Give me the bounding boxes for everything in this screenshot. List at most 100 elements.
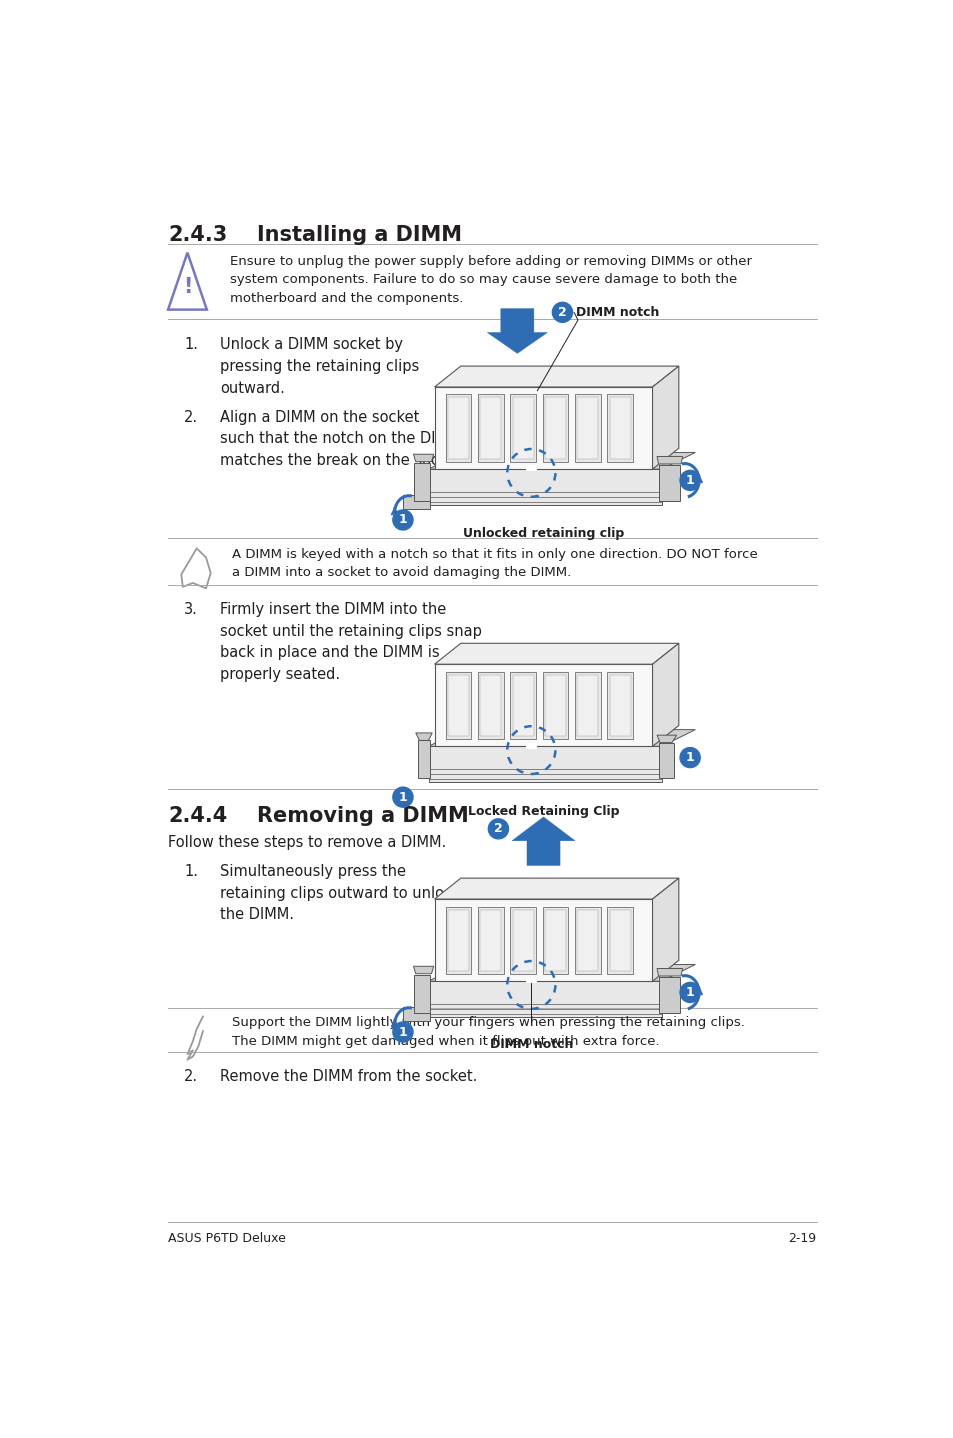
Text: 1.: 1. bbox=[184, 864, 198, 879]
Polygon shape bbox=[658, 466, 679, 502]
Text: 1: 1 bbox=[398, 513, 407, 526]
Polygon shape bbox=[512, 817, 575, 866]
Polygon shape bbox=[402, 1008, 430, 1021]
Polygon shape bbox=[477, 672, 503, 739]
Text: 2: 2 bbox=[558, 306, 566, 319]
Text: Simultaneously press the
retaining clips outward to unlock
the DIMM.: Simultaneously press the retaining clips… bbox=[220, 864, 460, 922]
Polygon shape bbox=[652, 367, 679, 469]
Polygon shape bbox=[428, 965, 695, 981]
Polygon shape bbox=[413, 966, 434, 974]
Text: Align a DIMM on the socket
such that the notch on the DIMM
matches the break on : Align a DIMM on the socket such that the… bbox=[220, 410, 466, 467]
Polygon shape bbox=[510, 906, 536, 974]
Text: Support the DIMM lightly with your fingers when pressing the retaining clips.
Th: Support the DIMM lightly with your finge… bbox=[232, 1017, 743, 1048]
Polygon shape bbox=[445, 906, 471, 974]
Text: Ensure to unplug the power supply before adding or removing DIMMs or other
syste: Ensure to unplug the power supply before… bbox=[230, 255, 751, 305]
Polygon shape bbox=[544, 674, 565, 736]
Polygon shape bbox=[658, 978, 679, 1014]
Polygon shape bbox=[544, 397, 565, 459]
Polygon shape bbox=[445, 672, 471, 739]
Polygon shape bbox=[658, 742, 673, 778]
Polygon shape bbox=[609, 397, 630, 459]
Polygon shape bbox=[413, 454, 434, 462]
Text: 2.4.3: 2.4.3 bbox=[168, 224, 227, 244]
Circle shape bbox=[488, 818, 508, 838]
Text: 2.4.4: 2.4.4 bbox=[168, 805, 227, 825]
Text: DIMM notch: DIMM notch bbox=[576, 306, 659, 319]
Circle shape bbox=[393, 787, 413, 807]
Text: Installing a DIMM: Installing a DIMM bbox=[257, 224, 461, 244]
Polygon shape bbox=[577, 909, 598, 971]
Polygon shape bbox=[416, 733, 432, 741]
Circle shape bbox=[393, 1022, 413, 1043]
Polygon shape bbox=[448, 909, 469, 971]
Polygon shape bbox=[428, 981, 660, 1017]
Polygon shape bbox=[434, 879, 679, 899]
Text: 2-19: 2-19 bbox=[788, 1232, 816, 1245]
Polygon shape bbox=[477, 394, 503, 462]
Text: 2.: 2. bbox=[184, 1068, 198, 1084]
Polygon shape bbox=[428, 469, 660, 505]
Polygon shape bbox=[448, 674, 469, 736]
Polygon shape bbox=[480, 674, 501, 736]
Polygon shape bbox=[575, 906, 600, 974]
Polygon shape bbox=[652, 879, 679, 981]
Polygon shape bbox=[607, 394, 633, 462]
Polygon shape bbox=[512, 397, 533, 459]
Text: 2.: 2. bbox=[184, 410, 198, 424]
Polygon shape bbox=[434, 367, 679, 387]
Text: !: ! bbox=[183, 276, 192, 296]
Polygon shape bbox=[510, 672, 536, 739]
Polygon shape bbox=[414, 975, 430, 1014]
Polygon shape bbox=[402, 495, 430, 509]
Text: A DIMM is keyed with a notch so that it fits in only one direction. DO NOT force: A DIMM is keyed with a notch so that it … bbox=[232, 548, 757, 580]
Polygon shape bbox=[542, 906, 568, 974]
Polygon shape bbox=[512, 909, 533, 971]
Text: ASUS P6TD Deluxe: ASUS P6TD Deluxe bbox=[168, 1232, 286, 1245]
Polygon shape bbox=[609, 674, 630, 736]
Text: 1: 1 bbox=[685, 751, 694, 764]
Polygon shape bbox=[575, 394, 600, 462]
Polygon shape bbox=[575, 672, 600, 739]
Polygon shape bbox=[417, 741, 430, 778]
Text: Locked Retaining Clip: Locked Retaining Clip bbox=[467, 805, 618, 818]
Polygon shape bbox=[577, 397, 598, 459]
Polygon shape bbox=[607, 672, 633, 739]
Polygon shape bbox=[434, 664, 652, 746]
Polygon shape bbox=[525, 978, 536, 984]
Polygon shape bbox=[577, 674, 598, 736]
Text: 1: 1 bbox=[398, 1025, 407, 1038]
Text: Unlock a DIMM socket by
pressing the retaining clips
outward.: Unlock a DIMM socket by pressing the ret… bbox=[220, 338, 418, 395]
Polygon shape bbox=[428, 746, 660, 782]
Polygon shape bbox=[477, 906, 503, 974]
Text: Follow these steps to remove a DIMM.: Follow these steps to remove a DIMM. bbox=[168, 835, 446, 850]
Text: DIMM notch: DIMM notch bbox=[489, 1038, 573, 1051]
Text: Firmly insert the DIMM into the
socket until the retaining clips snap
back in pl: Firmly insert the DIMM into the socket u… bbox=[220, 603, 481, 682]
Circle shape bbox=[393, 510, 413, 531]
Text: 3.: 3. bbox=[184, 603, 198, 617]
Text: 2: 2 bbox=[494, 823, 502, 835]
Polygon shape bbox=[542, 672, 568, 739]
Polygon shape bbox=[607, 906, 633, 974]
Polygon shape bbox=[487, 309, 547, 354]
Polygon shape bbox=[428, 453, 695, 469]
Polygon shape bbox=[512, 674, 533, 736]
Circle shape bbox=[552, 302, 572, 322]
Polygon shape bbox=[428, 729, 695, 746]
Circle shape bbox=[679, 470, 700, 490]
Polygon shape bbox=[445, 394, 471, 462]
Text: 1: 1 bbox=[398, 791, 407, 804]
Polygon shape bbox=[657, 456, 682, 464]
Polygon shape bbox=[652, 643, 679, 746]
Polygon shape bbox=[525, 742, 536, 749]
Polygon shape bbox=[480, 909, 501, 971]
Polygon shape bbox=[525, 466, 536, 472]
Text: Removing a DIMM: Removing a DIMM bbox=[257, 805, 469, 825]
Text: Unlocked retaining clip: Unlocked retaining clip bbox=[462, 528, 623, 541]
Circle shape bbox=[679, 982, 700, 1002]
Text: 1: 1 bbox=[685, 475, 694, 487]
Text: Remove the DIMM from the socket.: Remove the DIMM from the socket. bbox=[220, 1068, 476, 1084]
Polygon shape bbox=[510, 394, 536, 462]
Polygon shape bbox=[542, 394, 568, 462]
Polygon shape bbox=[434, 387, 652, 469]
Polygon shape bbox=[434, 643, 679, 664]
